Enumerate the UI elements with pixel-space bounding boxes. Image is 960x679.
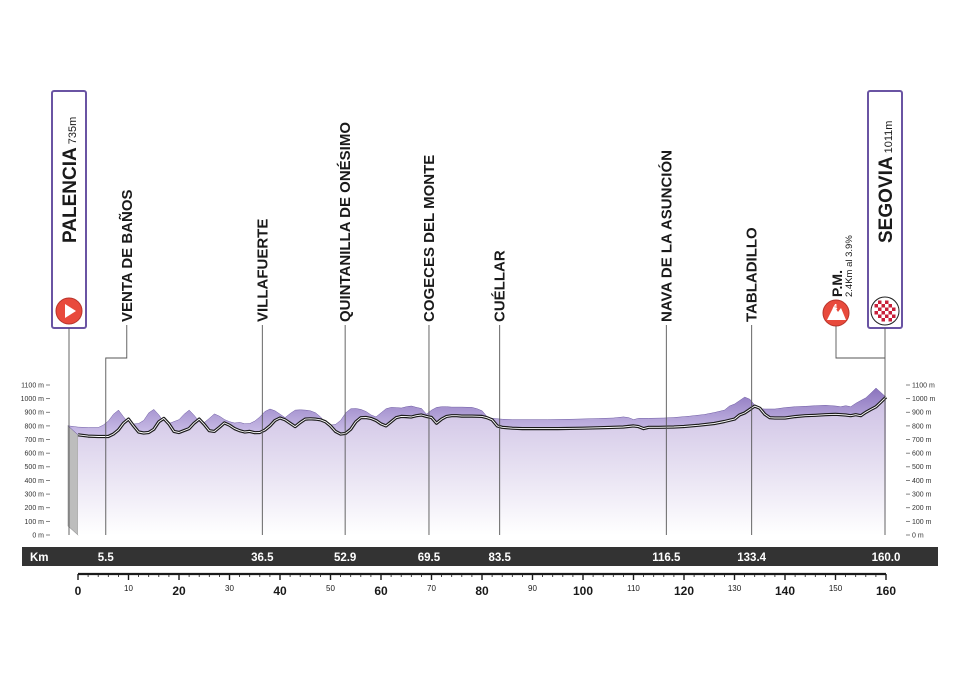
checker-square <box>885 300 889 304</box>
x-tick-label-minor: 130 <box>728 584 742 593</box>
km-bar-value: 160.0 <box>872 552 901 564</box>
km-bar-value: 5.5 <box>98 552 115 564</box>
km-bar: Km 5.5 36.5 52.9 69.5 83.5 116.5 133.4 160.0 <box>22 547 938 566</box>
checker-square <box>881 304 885 308</box>
profile-area-fill <box>78 397 886 535</box>
x-tick-label-major: 40 <box>273 584 287 598</box>
y-tick-label-right: 500 m <box>912 464 932 471</box>
km-bar-value: 133.4 <box>737 552 766 564</box>
profile-side-wall <box>67 425 79 536</box>
checker-square <box>885 314 889 318</box>
x-tick-label-minor: 150 <box>829 584 843 593</box>
x-tick-label-major: 80 <box>475 584 489 598</box>
y-axis: 0 m 0 m 100 m 100 m 200 m 200 m 300 m 300 m 400 … <box>21 382 936 539</box>
y-tick-label-right: 900 m <box>912 410 932 417</box>
x-tick-label-minor: 70 <box>427 584 436 593</box>
x-tick-label-major: 140 <box>775 584 795 598</box>
x-tick-label-minor: 30 <box>225 584 234 593</box>
x-tick-label-major: 160 <box>876 584 896 598</box>
checker-square <box>881 318 885 322</box>
checker-square <box>892 314 896 318</box>
y-tick-label-right: 700 m <box>912 437 932 444</box>
y-tick-label-right: 1100 m <box>912 382 935 389</box>
checker-square <box>874 311 878 315</box>
checker-square <box>885 307 889 311</box>
checker-square <box>888 311 892 315</box>
x-tick-label-major: 60 <box>374 584 388 598</box>
climb-category: 4 <box>833 303 838 312</box>
place-label: VENTA DE BAÑOS <box>118 189 136 322</box>
start-town-label: PALENCIA 735m <box>60 117 81 243</box>
y-tick-label-right: 200 m <box>912 505 932 512</box>
y-tick-label-left: 600 m <box>25 451 45 458</box>
y-tick-label-left: 900 m <box>25 410 45 417</box>
y-tick-label-left: 300 m <box>25 491 45 498</box>
x-tick-label-major: 0 <box>75 584 82 598</box>
elevation-profile <box>67 387 888 536</box>
place-leader-lines <box>105 325 753 535</box>
y-tick-label-right: 800 m <box>912 423 932 430</box>
checker-square <box>878 314 882 318</box>
y-tick-label-right: 300 m <box>912 491 932 498</box>
y-tick-label-left: 800 m <box>25 423 45 430</box>
x-axis: 0 20 40 60 80 100 120 140 160 10 30 50 70 90 110 130 150 <box>75 572 896 598</box>
place-label: COGECES DEL MONTE <box>421 155 438 322</box>
y-tick-label-left: 700 m <box>25 437 45 444</box>
place-label: NAVA DE LA ASUNCIÓN <box>657 150 675 322</box>
x-tick-label-minor: 10 <box>124 584 133 593</box>
climb-label: P.M. <box>829 270 845 297</box>
km-bar-value: 69.5 <box>418 552 441 564</box>
y-tick-label-left: 400 m <box>25 478 45 485</box>
y-tick-label-right: 100 m <box>912 519 932 526</box>
km-bar-value: 36.5 <box>251 552 274 564</box>
checker-square <box>888 318 892 322</box>
y-tick-label-right: 400 m <box>912 478 932 485</box>
y-tick-label-right: 600 m <box>912 451 932 458</box>
km-bar-label: Km <box>30 552 49 564</box>
place-labels: VENTA DE BAÑOS VILLAFUERTE QUINTANILLA DE … <box>118 122 761 322</box>
leader-line <box>105 325 128 535</box>
km-bar-value: 52.9 <box>334 552 356 564</box>
checker-square <box>878 300 882 304</box>
checker-square <box>888 304 892 308</box>
place-label: QUINTANILLA DE ONÉSIMO <box>337 122 354 322</box>
checker-square <box>878 307 882 311</box>
y-tick-label-left: 0 m <box>32 532 44 539</box>
finish-altitude: 1011m <box>883 121 895 157</box>
x-tick-label-minor: 110 <box>627 584 640 593</box>
y-tick-label-left: 200 m <box>25 505 45 512</box>
km-bar-value: 83.5 <box>488 552 511 564</box>
y-tick-label-right: 1000 m <box>912 396 936 403</box>
mountain-glyph <box>827 306 846 320</box>
checker-square <box>874 304 878 308</box>
place-label: CUÉLLAR <box>492 250 509 322</box>
profile-line-inner <box>77 396 887 437</box>
start-altitude: 735m <box>67 117 79 148</box>
place-label: VILLAFUERTE <box>254 219 271 322</box>
climb-leader-line <box>835 326 885 359</box>
x-tick-label-major: 20 <box>172 584 186 598</box>
y-tick-label-right: 0 m <box>912 532 924 539</box>
checker-square <box>881 311 885 315</box>
x-tick-label-major: 100 <box>573 584 593 598</box>
x-tick-label-minor: 50 <box>326 584 335 593</box>
y-tick-label-left: 1000 m <box>21 396 45 403</box>
y-tick-label-left: 100 m <box>25 519 45 526</box>
y-tick-label-left: 1100 m <box>21 382 44 389</box>
x-tick-label-minor: 90 <box>528 584 537 593</box>
y-tick-label-left: 500 m <box>25 464 45 471</box>
km-bar-background <box>22 547 938 566</box>
km-bar-value: 116.5 <box>652 552 681 564</box>
start-play-glyph <box>65 304 76 318</box>
climb-detail: 2.4Km al 3.9% <box>844 235 855 297</box>
checker-square <box>892 307 896 311</box>
x-tick-label-major: 120 <box>674 584 694 598</box>
place-label: TABLADILLO <box>744 227 761 322</box>
